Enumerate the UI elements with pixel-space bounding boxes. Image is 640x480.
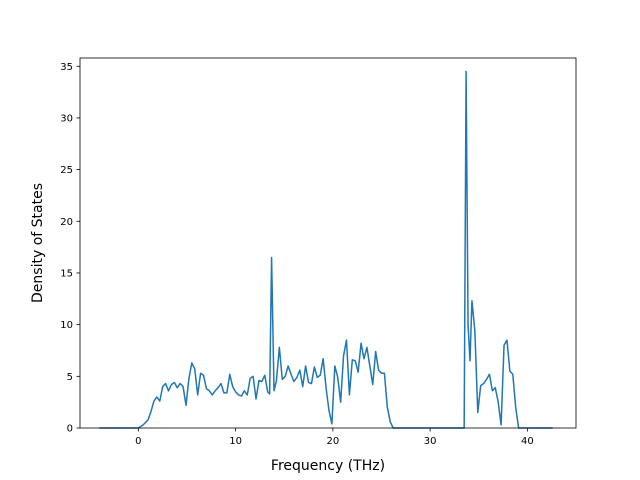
x-tick-label: 40: [521, 436, 534, 447]
x-axis-ticks: 0 10 20 30 40: [135, 428, 534, 447]
y-tick-label: 0: [67, 424, 73, 435]
series-line: [99, 70, 553, 429]
y-tick-label: 35: [60, 62, 73, 73]
y-tick-label: 25: [60, 165, 73, 176]
y-tick-label: 30: [60, 113, 73, 124]
x-tick-label: 0: [135, 436, 141, 447]
plot-area: [80, 58, 576, 428]
x-tick-label: 10: [229, 436, 242, 447]
x-axis-label: Frequency (THz): [271, 458, 385, 474]
x-tick-label: 20: [326, 436, 339, 447]
y-axis-ticks: 0 5 10 15 20 25 30 35: [60, 62, 80, 435]
plot-frame: [79, 57, 577, 429]
y-tick-label: 5: [67, 372, 73, 383]
y-tick-label: 15: [60, 268, 73, 279]
y-tick-label: 10: [60, 320, 73, 331]
x-tick-label: 30: [424, 436, 437, 447]
y-tick-label: 20: [60, 217, 73, 228]
y-axis-label: Density of States: [30, 183, 46, 303]
